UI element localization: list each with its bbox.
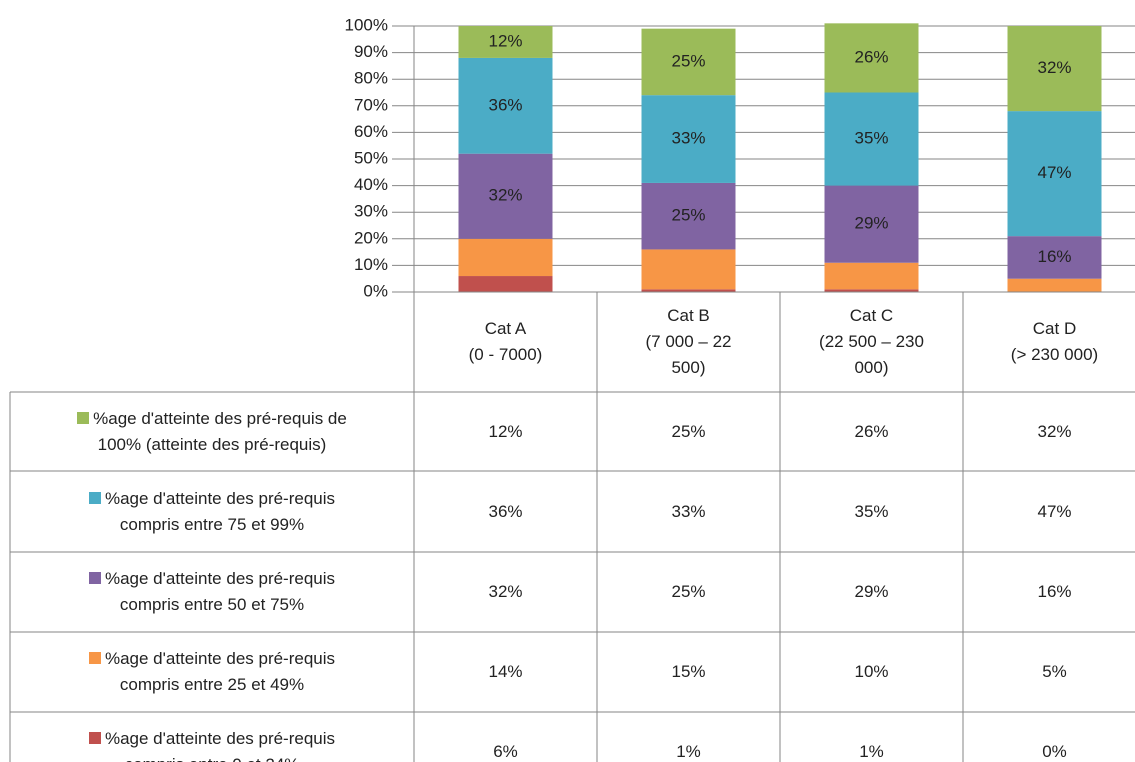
table-value: 25% — [671, 582, 706, 601]
bar-segment — [824, 92, 919, 186]
bar-segment — [641, 249, 736, 290]
data-label: 36% — [488, 95, 522, 114]
table-value: 1% — [859, 742, 884, 761]
bar-segment — [824, 23, 919, 93]
y-tick-label: 80% — [354, 69, 388, 88]
data-label: 32% — [1037, 58, 1071, 77]
table-value: 26% — [854, 421, 889, 441]
data-label: 25% — [671, 206, 705, 225]
legend-cell: %age d'atteinte des pré-requis compris e… — [10, 471, 414, 552]
legend-label: %age d'atteinte des pré-requis de 100% (… — [93, 408, 347, 454]
y-tick-label: 70% — [354, 95, 388, 114]
table-value: 47% — [1037, 501, 1072, 521]
y-tick-label: 0% — [363, 281, 388, 300]
legend-swatch — [77, 411, 90, 424]
bar-segment — [458, 276, 553, 292]
y-tick-label: 90% — [354, 42, 388, 61]
bar-segment — [824, 262, 919, 290]
legend-swatch — [88, 491, 101, 504]
table-value: 10% — [854, 662, 889, 681]
y-tick-label: 50% — [354, 148, 388, 167]
bar-segment — [1007, 26, 1102, 112]
table-value: 6% — [493, 742, 518, 761]
bar-segment — [458, 238, 553, 277]
bar-segment — [824, 185, 919, 263]
legend-cell: %age d'atteinte des pré-requis de 100% (… — [10, 392, 414, 471]
legend-swatch — [88, 652, 101, 664]
legend-entry: %age d'atteinte des pré-requis compris e… — [88, 486, 336, 538]
legend-swatch — [88, 732, 101, 744]
bar-segment — [641, 289, 736, 292]
data-label: 47% — [1037, 163, 1071, 182]
category-label: Cat B (7 000 – 22 500) — [645, 306, 732, 377]
data-label: 12% — [488, 31, 522, 50]
y-tick-label: 20% — [354, 228, 388, 247]
bar-segment — [458, 153, 553, 239]
table-value: 15% — [671, 662, 706, 681]
y-tick-label: 100% — [345, 15, 388, 34]
legend-entry: %age d'atteinte des pré-requis compris e… — [88, 566, 336, 618]
legend-label: %age d'atteinte des pré-requis compris e… — [104, 729, 336, 762]
data-label: 35% — [854, 129, 888, 148]
data-label: 16% — [1037, 247, 1071, 266]
legend-entry: %age d'atteinte des pré-requis de 100% (… — [77, 406, 347, 458]
table-value: 14% — [488, 662, 523, 681]
legend-label: %age d'atteinte des pré-requis compris e… — [104, 488, 336, 534]
legend-swatch — [88, 572, 101, 584]
data-label: 25% — [671, 51, 705, 70]
bar-segment — [1007, 278, 1102, 292]
table-value: 0% — [1042, 742, 1067, 761]
table-value: 25% — [671, 421, 706, 441]
table-value: 1% — [676, 742, 701, 761]
legend-label: %age d'atteinte des pré-requis compris e… — [104, 649, 336, 694]
legend-label: %age d'atteinte des pré-requis compris e… — [104, 569, 336, 614]
table-value: 5% — [1042, 662, 1067, 681]
table-value: 16% — [1037, 582, 1072, 601]
legend-cell: %age d'atteinte des pré-requis compris e… — [10, 552, 414, 632]
table-value: 12% — [488, 421, 523, 441]
bar-segment — [641, 95, 736, 183]
category-label: Cat C (22 500 – 230 000) — [819, 306, 924, 377]
table-value: 33% — [671, 501, 706, 521]
legend-cell: %age d'atteinte des pré-requis compris e… — [10, 632, 414, 712]
y-tick-label: 60% — [354, 122, 388, 141]
bar-segment — [824, 289, 919, 292]
legend-entry: %age d'atteinte des pré-requis compris e… — [88, 726, 336, 762]
data-label: 33% — [671, 129, 705, 148]
data-label: 26% — [854, 47, 888, 66]
bar-segment — [1007, 111, 1102, 237]
category-label: Cat D (> 230 000) — [1010, 319, 1099, 364]
legend-entry: %age d'atteinte des pré-requis compris e… — [88, 646, 336, 698]
bar-segment — [458, 26, 553, 58]
table-value: 36% — [488, 501, 523, 521]
table-value: 32% — [488, 582, 523, 601]
table-value: 35% — [854, 501, 889, 521]
y-tick-label: 10% — [354, 255, 388, 274]
data-label: 32% — [488, 186, 522, 205]
bar-segment — [1007, 236, 1102, 279]
table-value: 29% — [854, 582, 889, 601]
y-tick-label: 30% — [354, 202, 388, 221]
data-label: 29% — [854, 214, 888, 233]
category-label: Cat A (0 - 7000) — [468, 319, 543, 364]
bar-segment — [641, 182, 736, 250]
legend-cell: %age d'atteinte des pré-requis compris e… — [10, 712, 414, 762]
bar-segment — [641, 28, 736, 96]
y-tick-label: 40% — [354, 175, 388, 194]
table-value: 32% — [1037, 421, 1072, 441]
bar-segment — [458, 57, 553, 154]
